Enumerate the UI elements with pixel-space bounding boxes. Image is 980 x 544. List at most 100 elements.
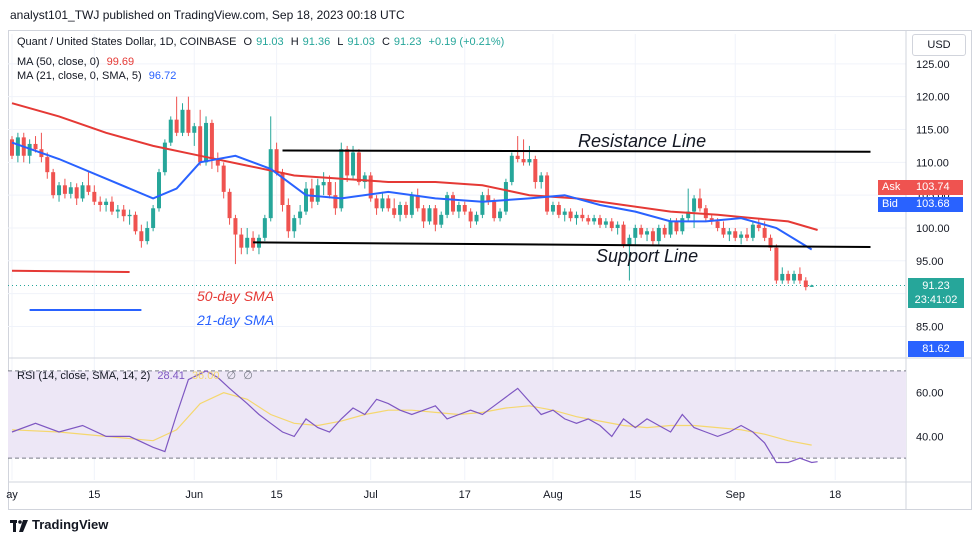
candle-body [809,285,814,287]
candle-body [333,195,338,209]
ma50-annotation: 50-day SMA [197,288,274,304]
candle-body [239,234,244,248]
candle-body [304,188,308,212]
candle-body [780,273,785,281]
time-axis-tick: Sep [725,489,745,501]
candle-body [98,201,103,205]
candle-body [109,201,114,212]
candle-body [62,185,67,194]
time-axis-tick: 18 [829,489,841,501]
price-axis-tick: 110.00 [916,157,949,169]
candle-body [456,205,461,212]
candle-body [750,224,755,238]
candle-body [568,211,573,219]
candle-body [468,211,473,222]
time-axis-tick: 15 [629,489,641,501]
ma50-value: 99.69 [106,56,135,68]
candle-body [462,205,467,212]
candle-body [486,195,491,202]
candle-body [168,119,173,143]
ma50-legend: MA (50, close, 0) 99.69 [17,56,138,68]
candle-body [480,195,485,215]
candle-body [492,201,497,219]
change-value: +0.19 (+0.21%) [428,36,505,48]
ask-value: 103.74 [916,181,950,193]
rsi-sma-line [11,392,812,446]
candle-body [86,185,91,192]
resistance-line [282,149,871,153]
currency-button[interactable]: USD [912,34,966,56]
candle-body [174,119,179,133]
candle-body [27,143,32,156]
rsi-extra-2: ∅ [243,370,253,382]
rsi-value: 28.41 [157,370,185,382]
candle-body [409,195,414,215]
candle-body [251,237,256,248]
ma21-label: MA (21, close, 0, SMA, 5) [17,70,142,82]
price-axis-tick: 115.00 [916,125,949,137]
candle-body [768,237,773,248]
candle-body [645,231,650,235]
resistance-label: Resistance Line [578,131,706,151]
candle-body [745,234,749,238]
last-price-tag: 91.23 23:41:02 [908,278,964,308]
candle-body [15,137,20,156]
candle-body [274,149,279,173]
ask-tag: Ask 103.74 [878,180,963,195]
candle-body [298,211,303,219]
candle-body [262,218,267,238]
candle-body [133,214,138,232]
candle-body [739,234,744,238]
candle-body [762,227,767,238]
candle-body [245,237,250,248]
low-value: 91.03 [347,36,375,48]
candle-body [656,227,661,242]
candle-body [427,208,432,222]
low-marker-tag: 81.62 [908,341,964,357]
low-label: L [337,36,344,48]
candle-body [380,198,385,209]
last-price: 91.23 [922,280,950,292]
candle-body [362,175,367,183]
candle-body [709,218,714,222]
time-axis-tick: ay [6,489,18,501]
chart-frame [8,30,972,510]
candle-body [198,126,203,163]
candle-body [562,211,567,215]
price-axis-tick: 120.00 [916,92,950,104]
rsi-axis-tick: 60.00 [916,388,944,400]
candle-body [433,208,438,225]
candle-body [498,211,503,219]
candle-body [633,227,638,238]
published-note: analyst101_TWJ published on TradingView.… [10,8,405,22]
candle-body [680,218,685,232]
candle-body [515,155,520,160]
candle-body [421,208,426,222]
candle-body [315,185,320,202]
close-value: 91.23 [393,36,422,48]
footer-brand[interactable]: TradingView [10,517,108,532]
candle-body [68,187,73,194]
candle-body [227,191,232,219]
candle-body [603,221,608,225]
candle-body [45,157,50,173]
candle-body [51,172,56,196]
rsi-axis-tick: 40.00 [916,431,944,443]
candle-body [386,198,391,209]
candle-body [803,280,808,288]
symbol-legend: Quant / United States Dollar, 1D, COINBA… [17,36,508,48]
candle-body [550,205,555,212]
ma21-value: 96.72 [148,70,177,82]
candle-body [545,175,550,212]
candle-body [674,221,679,232]
rsi-sma-value: 36.00 [191,370,220,382]
candle-body [392,208,397,215]
candle-body [321,182,326,186]
countdown: 23:41:02 [914,294,958,306]
candle-body [474,214,479,222]
candle-body [721,227,726,235]
top-bar: analyst101_TWJ published on TradingView.… [0,0,980,30]
time-axis-tick: Aug [543,489,563,501]
rsi-legend: RSI (14, close, SMA, 14, 2) 28.41 36.00 … [17,369,257,382]
